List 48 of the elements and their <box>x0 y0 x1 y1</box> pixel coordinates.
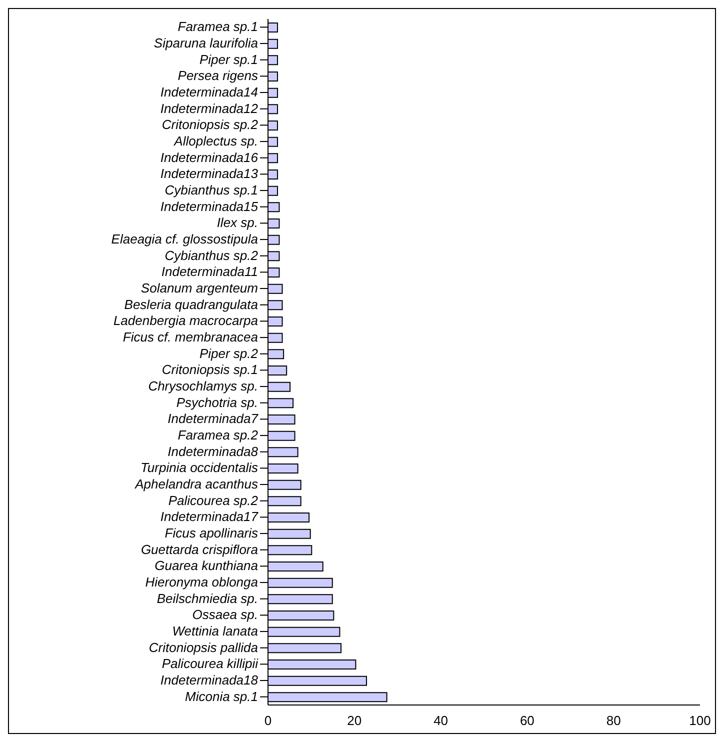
x-tick-label: 100 <box>689 713 711 728</box>
y-tick-label: Ilex sp. <box>216 215 258 230</box>
y-tick-label: Siparuna laurifolia <box>154 36 258 50</box>
y-tick-label: Turpinia occidentalis <box>140 460 258 476</box>
y-tick-label: Indeterminada13 <box>160 166 259 182</box>
y-tick-label: Indeterminada8 <box>168 444 259 459</box>
y-tick-label: Cybianthus sp.1 <box>164 182 258 198</box>
y-tick-label: Aphelandra acanthus <box>134 476 258 492</box>
y-tick-label: Ossaea sp. <box>192 607 258 622</box>
y-tick-label: Besleria quadrangulata <box>124 296 258 312</box>
y-tick-label: Indeterminada12 <box>160 100 259 116</box>
y-tick-label: Indeterminada17 <box>160 509 259 524</box>
y-tick-label: Wettinia lanata <box>172 624 258 638</box>
y-tick-label: Indeterminada7 <box>168 411 259 426</box>
y-tick-label: Piper sp.2 <box>199 346 259 361</box>
y-tick-label: Indeterminada18 <box>160 672 259 688</box>
y-tick-label: Palicourea sp.2 <box>168 492 259 508</box>
x-tick-label: 0 <box>264 713 272 728</box>
y-tick-label: Indeterminada14 <box>160 84 258 100</box>
y-tick-label: Chrysochlamys sp. <box>148 378 258 394</box>
x-tick-label: 60 <box>520 713 534 728</box>
y-tick-label: Indeterminada15 <box>160 198 259 214</box>
y-tick-label: Psychotria sp. <box>176 394 258 410</box>
y-tick-label: Alloplectus sp. <box>173 134 258 148</box>
y-tick-label: Indeterminada16 <box>160 150 259 165</box>
y-tick-label: Indeterminada11 <box>161 264 258 280</box>
y-tick-label: Miconia sp.1 <box>185 688 258 704</box>
y-tick-label: Palicourea killipii <box>162 656 260 672</box>
y-tick-label: Guettarda crispiflora <box>140 542 258 557</box>
x-tick-label: 40 <box>434 713 448 728</box>
y-tick-label: Faramea sp.1 <box>178 19 258 34</box>
y-tick-label: Critoniopsis sp.1 <box>162 362 258 378</box>
y-tick-label: Guarea kunthiana <box>154 558 258 574</box>
y-tick-label: Ladenbergia macrocarpa <box>113 313 258 328</box>
y-tick-label: Elaeagia cf. glossostipula <box>111 232 258 246</box>
y-tick-label: Piper sp.1 <box>199 52 258 67</box>
x-tick-label: 20 <box>347 713 362 728</box>
y-tick-label: Ficus cf. membranacea <box>122 330 258 344</box>
y-tick-label: Cybianthus sp.2 <box>164 248 259 263</box>
x-tick-label: 80 <box>606 713 621 728</box>
y-tick-label: Solanum argenteum <box>140 280 258 296</box>
y-tick-label: Hieronyma oblonga <box>145 574 258 590</box>
y-tick-label: Critoniopsis sp.2 <box>162 117 259 132</box>
y-tick-label: Faramea sp.2 <box>178 428 259 442</box>
y-tick-label: Beilschmiedia sp. <box>156 590 258 606</box>
y-tick-label: Persea rigens <box>178 68 258 84</box>
y-tick-label: Ficus apollinaris <box>164 526 258 540</box>
y-tick-label: Critoniopsis pallida <box>148 640 258 655</box>
